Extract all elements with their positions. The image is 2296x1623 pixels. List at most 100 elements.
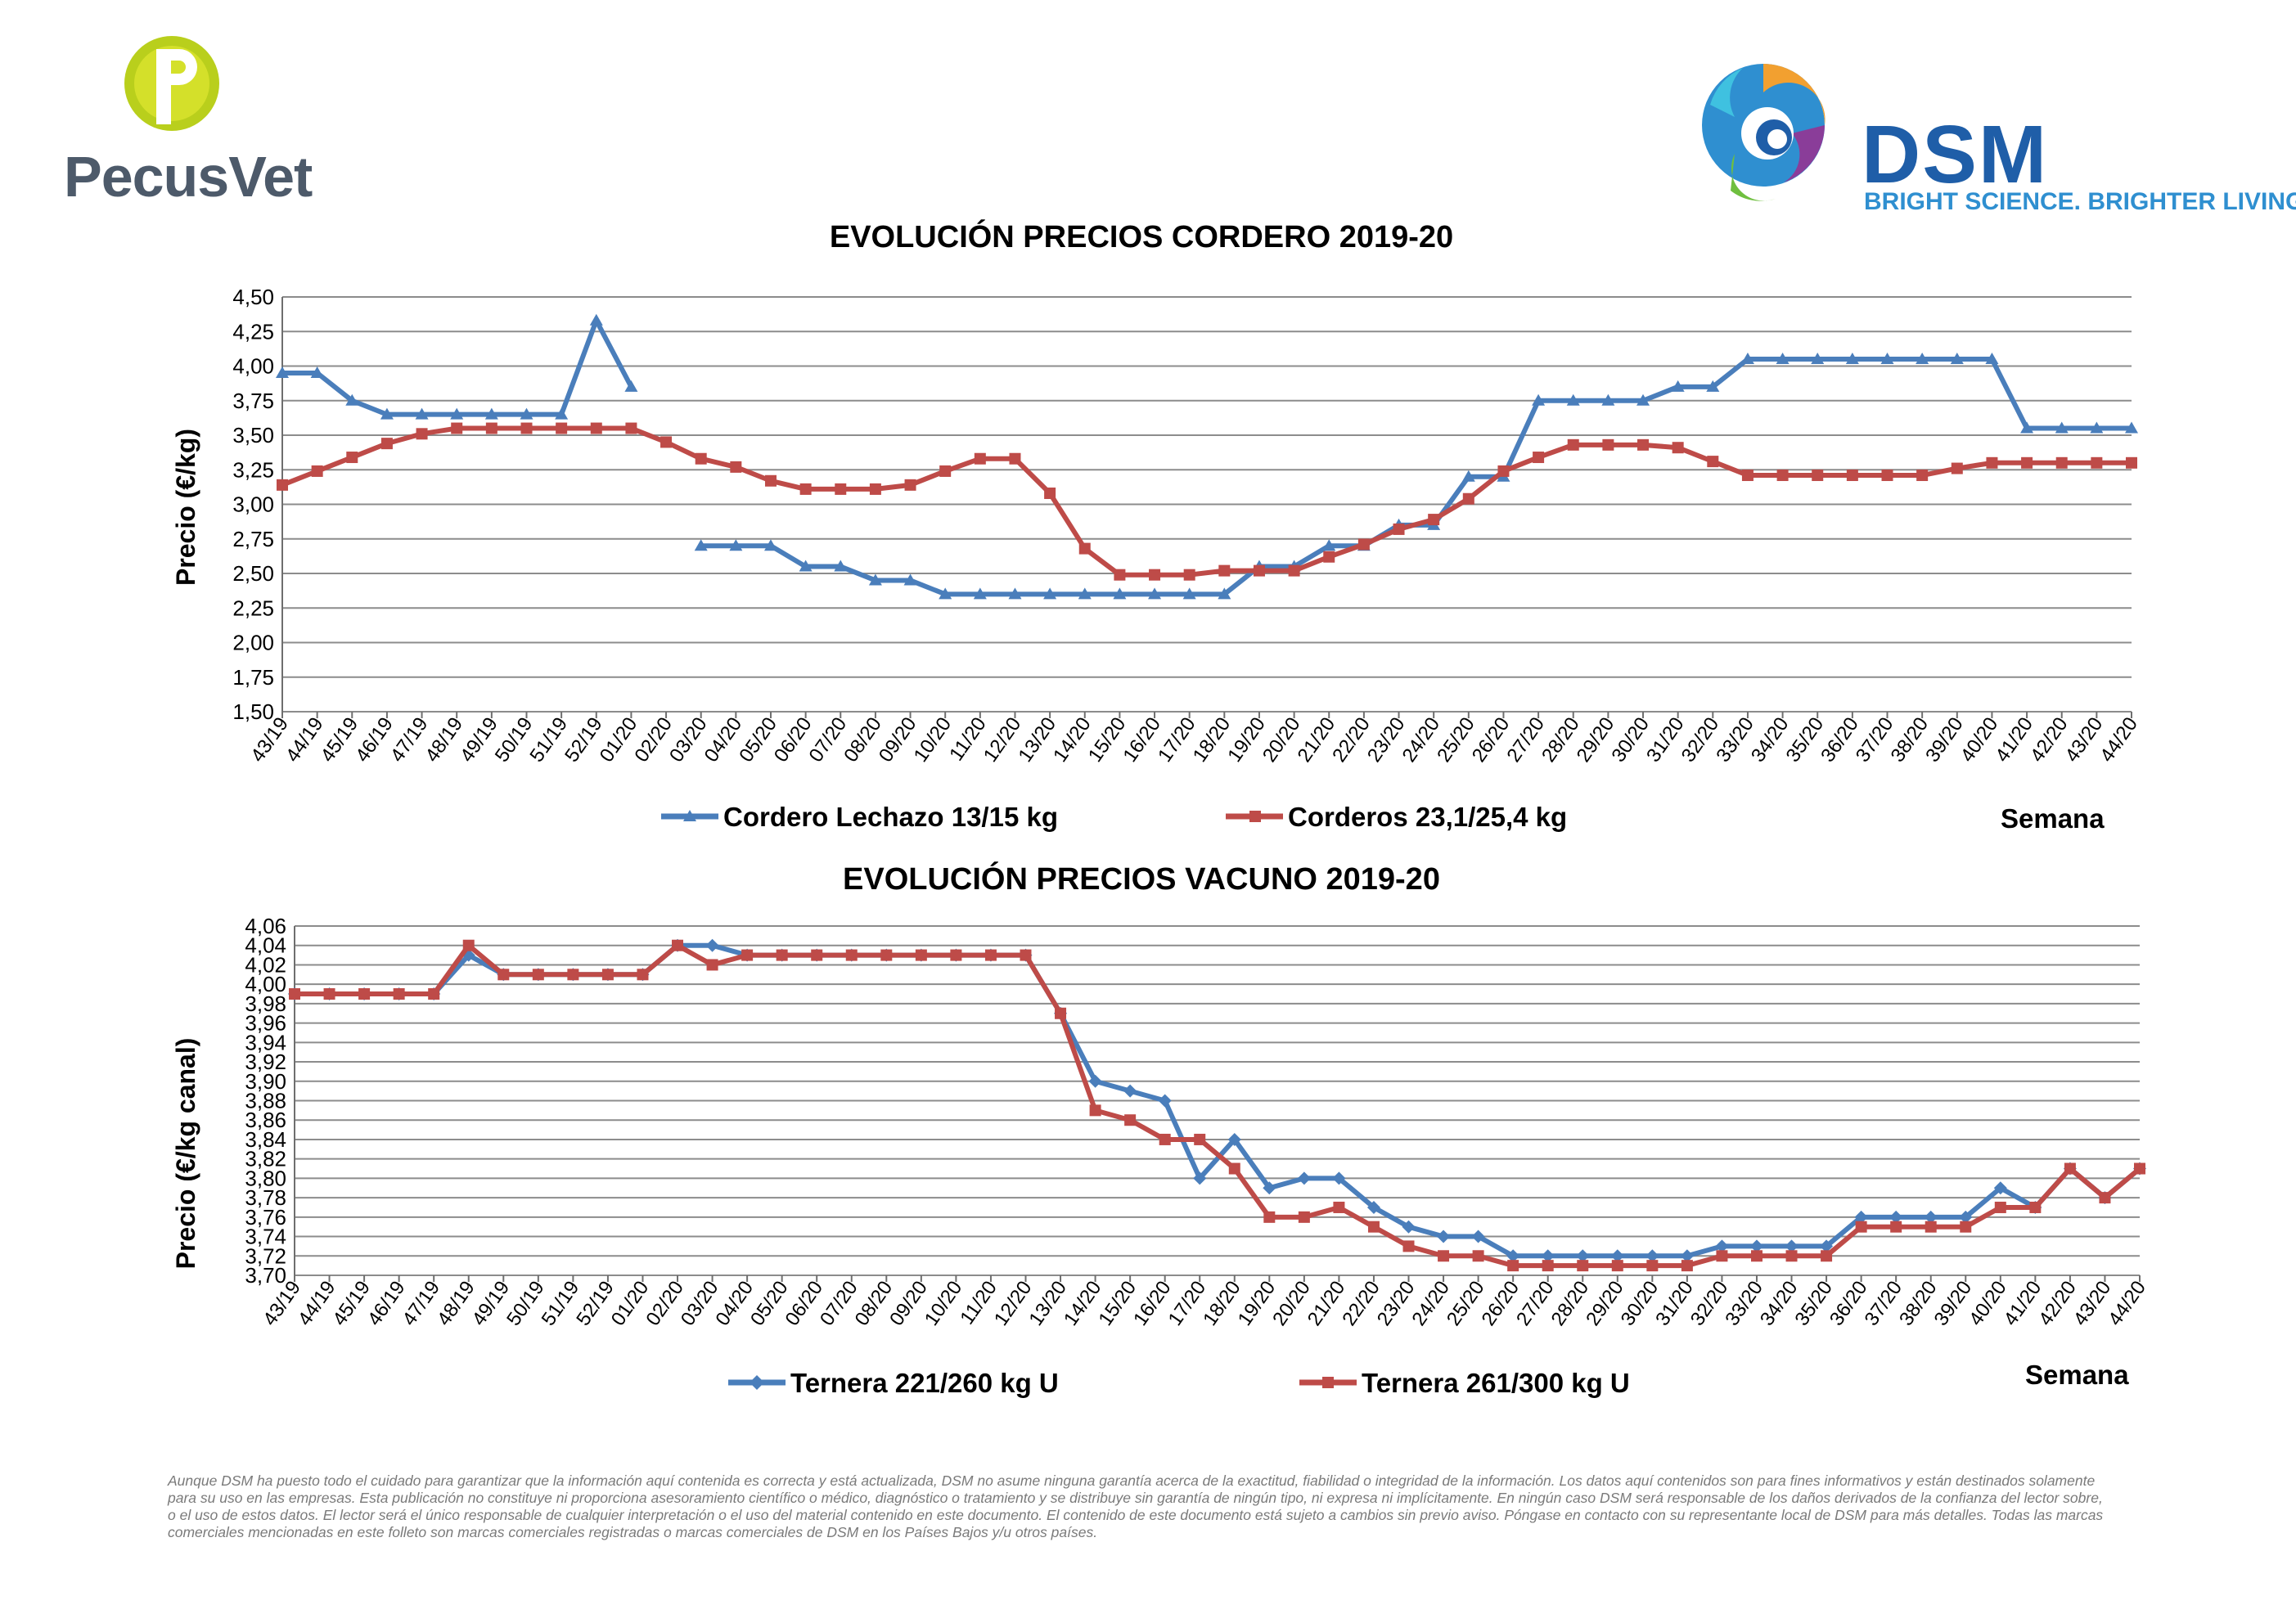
data-point xyxy=(601,969,614,981)
data-point xyxy=(1776,353,1790,365)
data-point xyxy=(1009,452,1021,465)
data-point xyxy=(589,313,603,326)
data-point xyxy=(811,949,823,961)
x-tick-label: 34/20 xyxy=(1756,1277,1803,1330)
data-point xyxy=(1113,587,1127,600)
data-point xyxy=(880,949,893,961)
data-point xyxy=(1986,456,1998,469)
data-point xyxy=(1366,1200,1380,1214)
data-point xyxy=(1672,442,1684,454)
legend-marker-0 xyxy=(683,810,696,821)
data-point xyxy=(1716,1250,1728,1262)
y-tick-label: 2,00 xyxy=(232,631,274,655)
data-point xyxy=(497,969,510,981)
x-tick-label: 06/20 xyxy=(781,1277,828,1330)
legend: Ternera 221/260 kg U Ternera 261/300 kg … xyxy=(728,1368,1630,1398)
x-tick-labels: 43/1944/1945/1946/1947/1948/1949/1950/19… xyxy=(246,713,2142,767)
x-tick-label: 02/20 xyxy=(642,1277,688,1330)
x-tick-label: 50/19 xyxy=(491,713,538,767)
y-tick-label: 4,00 xyxy=(245,972,286,996)
data-point xyxy=(1821,1250,1833,1262)
data-point xyxy=(1298,1211,1310,1223)
x-tick-label: 16/20 xyxy=(1119,713,1165,767)
data-point xyxy=(276,366,289,378)
data-point xyxy=(590,422,602,434)
data-point xyxy=(1124,1114,1137,1126)
x-tick-label: 10/20 xyxy=(910,713,957,767)
data-point xyxy=(1218,564,1231,577)
x-tick-label: 21/20 xyxy=(1303,1277,1350,1330)
x-tick-label: 43/20 xyxy=(2061,713,2108,767)
data-point xyxy=(1263,1181,1276,1195)
cordero-price-chart: EVOLUCIÓN PRECIOS CORDERO 2019-20 Precio… xyxy=(171,218,2142,834)
x-tick-label: 42/20 xyxy=(2034,1277,2081,1330)
x-tick-label: 38/20 xyxy=(1886,713,1933,767)
x-tick-label: 19/20 xyxy=(1223,713,1270,767)
legend-item-1: Corderos 23,1/25,4 kg xyxy=(1226,802,1567,832)
x-tick-label: 25/20 xyxy=(1443,1277,1489,1330)
x-tick-label: 40/20 xyxy=(1956,713,2003,767)
data-point xyxy=(380,407,394,420)
data-point xyxy=(2099,1192,2111,1204)
x-tick-label: 09/20 xyxy=(885,1277,932,1330)
series-lines xyxy=(288,938,2146,1272)
x-axis-label: Semana xyxy=(2025,1360,2129,1390)
data-point xyxy=(1951,462,1963,474)
data-point xyxy=(915,949,927,961)
data-point xyxy=(1089,1104,1101,1117)
x-tick-label: 15/20 xyxy=(1094,1277,1141,1330)
data-point xyxy=(1297,1171,1311,1185)
data-point xyxy=(1959,1210,1973,1224)
data-point xyxy=(729,539,743,551)
data-point xyxy=(1055,1007,1067,1019)
gridlines xyxy=(294,925,2141,1282)
y-tick-label: 3,86 xyxy=(245,1108,286,1132)
data-point xyxy=(984,949,997,961)
data-point xyxy=(1333,1201,1345,1213)
y-tick-label: 3,92 xyxy=(245,1050,286,1074)
x-tick-label: 22/20 xyxy=(1328,713,1375,767)
x-tick-label: 20/20 xyxy=(1258,713,1305,767)
data-point xyxy=(1367,1221,1380,1233)
y-tick-label: 3,25 xyxy=(232,457,274,482)
data-point xyxy=(1994,1201,2006,1213)
data-point xyxy=(1636,393,1650,406)
x-tick-label: 52/19 xyxy=(560,713,607,767)
x-tick-label: 47/19 xyxy=(398,1277,445,1330)
x-tick-label: 15/20 xyxy=(1084,713,1131,767)
x-tick-label: 14/20 xyxy=(1060,1277,1106,1330)
data-point xyxy=(1750,1250,1763,1262)
x-tick-label: 39/20 xyxy=(1921,713,1968,767)
x-tick-label: 23/20 xyxy=(1373,1277,1420,1330)
y-tick-label: 3,90 xyxy=(245,1069,286,1094)
x-tick-label: 38/20 xyxy=(1895,1277,1942,1330)
x-tick-label: 40/20 xyxy=(1965,1277,2011,1330)
y-tick-label: 3,98 xyxy=(245,991,286,1016)
x-tick-label: 27/20 xyxy=(1502,713,1549,767)
data-point xyxy=(1680,1249,1694,1263)
x-tick-label: 51/19 xyxy=(538,1277,584,1330)
x-tick-label: 08/20 xyxy=(851,1277,898,1330)
y-tick-label: 3,80 xyxy=(245,1166,286,1190)
data-point xyxy=(705,938,719,952)
legend-label-1: Corderos 23,1/25,4 kg xyxy=(1288,802,1567,832)
pecusvet-logo: PecusVet xyxy=(57,33,313,213)
data-point xyxy=(1227,1132,1241,1146)
x-tick-label: 02/20 xyxy=(630,713,677,767)
x-tick-label: 34/20 xyxy=(1747,713,1794,767)
series-1 xyxy=(277,422,2137,581)
data-point xyxy=(520,422,533,434)
data-point xyxy=(1602,438,1614,451)
x-tick-label: 30/20 xyxy=(1617,1277,1663,1330)
data-point xyxy=(845,949,858,961)
x-tick-label: 45/19 xyxy=(328,1277,375,1330)
data-point xyxy=(1263,1211,1276,1223)
y-tick-label: 3,84 xyxy=(245,1127,286,1152)
x-tick-label: 05/20 xyxy=(746,1277,793,1330)
data-point xyxy=(1646,1260,1659,1272)
x-tick-label: 04/20 xyxy=(700,713,747,767)
data-point xyxy=(1610,1249,1624,1263)
x-tick-label: 36/20 xyxy=(1817,713,1863,767)
data-point xyxy=(380,438,393,450)
pecusvet-logo-mark xyxy=(124,36,219,131)
